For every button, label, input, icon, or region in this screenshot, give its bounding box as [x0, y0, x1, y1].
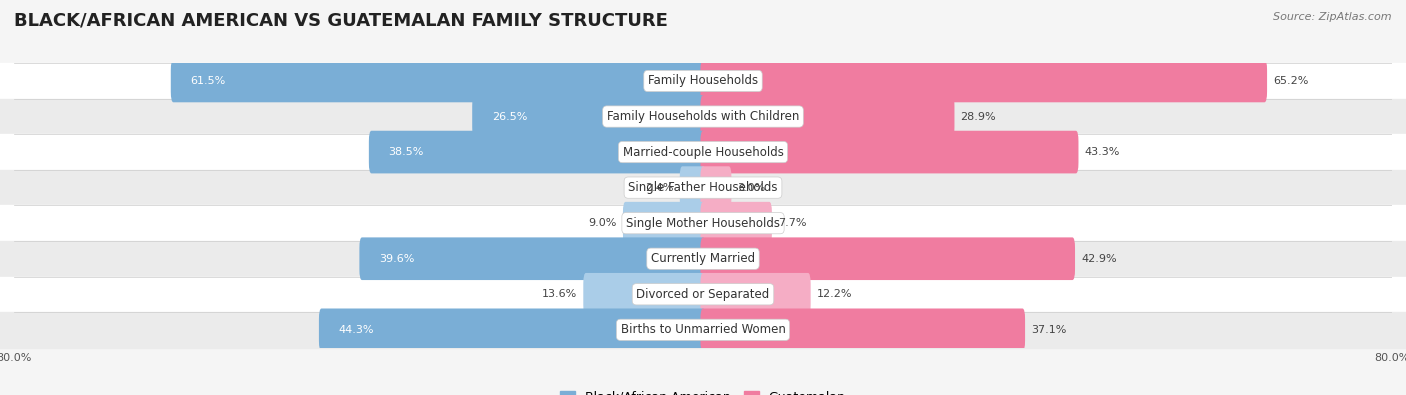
Text: 44.3%: 44.3% [339, 325, 374, 335]
Text: Currently Married: Currently Married [651, 252, 755, 265]
Text: 65.2%: 65.2% [1272, 76, 1309, 86]
Text: 26.5%: 26.5% [492, 111, 527, 122]
Text: Single Mother Households: Single Mother Households [626, 217, 780, 229]
Text: 3.0%: 3.0% [738, 182, 766, 193]
Text: Single Father Households: Single Father Households [628, 181, 778, 194]
Bar [0, 312, 1406, 348]
Bar [0, 134, 1406, 170]
Text: 42.9%: 42.9% [1081, 254, 1116, 264]
FancyBboxPatch shape [700, 237, 1076, 280]
Text: 13.6%: 13.6% [543, 289, 578, 299]
FancyBboxPatch shape [700, 60, 1267, 102]
Text: 61.5%: 61.5% [191, 76, 226, 86]
Bar [0, 63, 1406, 99]
Text: 7.7%: 7.7% [778, 218, 807, 228]
Text: Married-couple Households: Married-couple Households [623, 146, 783, 158]
Text: Divorced or Separated: Divorced or Separated [637, 288, 769, 301]
FancyBboxPatch shape [170, 60, 706, 102]
FancyBboxPatch shape [700, 202, 772, 245]
Bar [0, 241, 1406, 276]
Text: Births to Unmarried Women: Births to Unmarried Women [620, 324, 786, 336]
FancyBboxPatch shape [360, 237, 706, 280]
FancyBboxPatch shape [700, 131, 1078, 173]
Text: 43.3%: 43.3% [1084, 147, 1119, 157]
Text: 37.1%: 37.1% [1031, 325, 1067, 335]
Text: 9.0%: 9.0% [589, 218, 617, 228]
Text: 28.9%: 28.9% [960, 111, 995, 122]
Text: 12.2%: 12.2% [817, 289, 852, 299]
FancyBboxPatch shape [700, 95, 955, 138]
Text: Source: ZipAtlas.com: Source: ZipAtlas.com [1274, 12, 1392, 22]
FancyBboxPatch shape [700, 166, 731, 209]
FancyBboxPatch shape [700, 273, 811, 316]
FancyBboxPatch shape [679, 166, 706, 209]
Text: 2.4%: 2.4% [645, 182, 673, 193]
Text: BLACK/AFRICAN AMERICAN VS GUATEMALAN FAMILY STRUCTURE: BLACK/AFRICAN AMERICAN VS GUATEMALAN FAM… [14, 12, 668, 30]
FancyBboxPatch shape [319, 308, 706, 351]
Bar [0, 99, 1406, 134]
Bar [0, 170, 1406, 205]
Text: 38.5%: 38.5% [388, 147, 425, 157]
FancyBboxPatch shape [700, 308, 1025, 351]
FancyBboxPatch shape [368, 131, 706, 173]
FancyBboxPatch shape [623, 202, 706, 245]
Bar [0, 205, 1406, 241]
Text: Family Households with Children: Family Households with Children [607, 110, 799, 123]
FancyBboxPatch shape [472, 95, 706, 138]
Text: 39.6%: 39.6% [380, 254, 415, 264]
Legend: Black/African American, Guatemalan: Black/African American, Guatemalan [561, 391, 845, 395]
Bar [0, 276, 1406, 312]
Text: Family Households: Family Households [648, 75, 758, 87]
FancyBboxPatch shape [583, 273, 706, 316]
